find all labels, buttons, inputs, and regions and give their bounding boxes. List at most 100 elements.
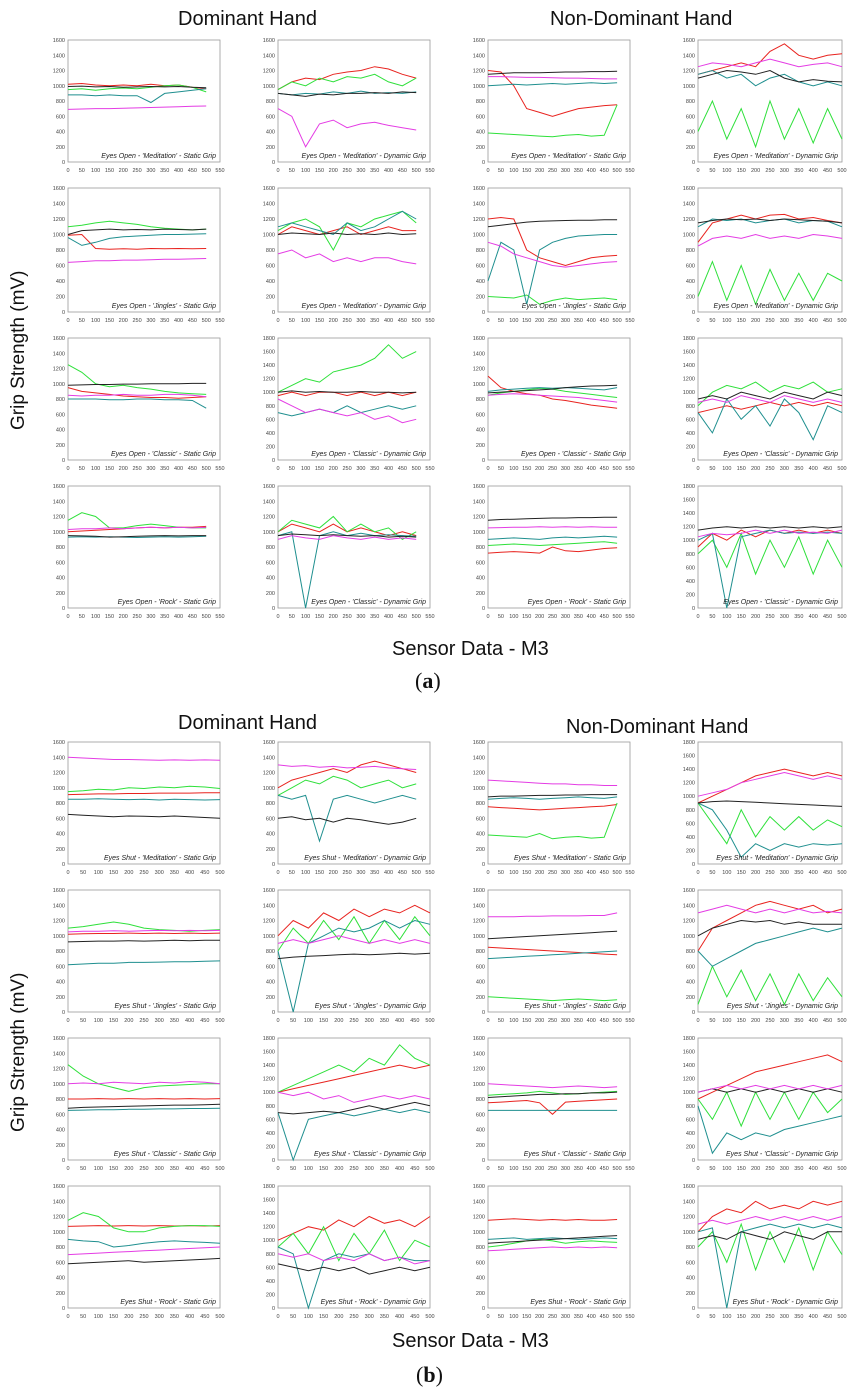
series-line-green bbox=[67, 1212, 221, 1233]
y-tick-label: 1200 bbox=[53, 217, 65, 223]
y-tick-label: 800 bbox=[56, 1245, 65, 1251]
x-tick-label: 550 bbox=[215, 614, 224, 620]
y-tick-label: 800 bbox=[56, 99, 65, 105]
x-tick-label: 50 bbox=[709, 168, 715, 174]
x-tick-label: 100 bbox=[722, 1314, 731, 1320]
x-tick-label: 200 bbox=[329, 614, 338, 620]
x-tick-label: 250 bbox=[765, 1018, 774, 1024]
x-tick-label: 0 bbox=[696, 1166, 699, 1172]
y-tick-label: 1200 bbox=[473, 1067, 485, 1073]
series-line-magenta bbox=[697, 1215, 843, 1225]
x-tick-label: 150 bbox=[109, 870, 118, 876]
x-tick-label: 150 bbox=[319, 1166, 328, 1172]
panel-annotation: Eyes Shut - 'Rock' - Static Grip bbox=[120, 1299, 216, 1306]
y-tick-label: 400 bbox=[266, 980, 275, 986]
x-tick-label: 300 bbox=[780, 1314, 789, 1320]
y-tick-label: 400 bbox=[266, 279, 275, 285]
chart-svg: 0 200 400 600 800 1000 1200 1400 1600 0 50 100 150 20… bbox=[683, 186, 847, 324]
x-tick-label: 200 bbox=[751, 1314, 760, 1320]
series-line-magenta bbox=[67, 105, 207, 110]
x-tick-label: 50 bbox=[709, 1018, 715, 1024]
x-tick-label: 450 bbox=[398, 318, 407, 324]
x-tick-label: 50 bbox=[498, 870, 504, 876]
x-tick-label: 350 bbox=[794, 168, 803, 174]
x-tick-label: 500 bbox=[202, 168, 211, 174]
x-tick-label: 450 bbox=[410, 1018, 419, 1024]
y-tick-label: 800 bbox=[56, 397, 65, 403]
x-tick-label: 300 bbox=[780, 1018, 789, 1024]
chart-svg: 0 200 400 600 800 1000 1200 1400 1600 1800 0 50 100 1… bbox=[263, 1184, 435, 1320]
x-tick-label: 450 bbox=[410, 1166, 419, 1172]
y-tick-label: 1200 bbox=[683, 919, 695, 925]
series-line-black bbox=[697, 218, 843, 224]
x-tick-label: 50 bbox=[79, 168, 85, 174]
series-line-red bbox=[277, 1215, 431, 1241]
series-line-magenta bbox=[488, 912, 618, 918]
x-tick-label: 150 bbox=[737, 614, 746, 620]
y-tick-label: 1600 bbox=[683, 498, 695, 504]
y-tick-label: 600 bbox=[266, 816, 275, 822]
x-tick-label: 300 bbox=[561, 614, 570, 620]
y-tick-label: 1400 bbox=[53, 903, 65, 909]
series-line-teal bbox=[277, 531, 417, 609]
y-tick-label: 1000 bbox=[53, 382, 65, 388]
y-tick-label: 800 bbox=[476, 1245, 485, 1251]
y-tick-label: 200 bbox=[56, 145, 65, 151]
y-tick-label: 0 bbox=[482, 1158, 485, 1164]
y-tick-label: 1600 bbox=[683, 350, 695, 356]
x-tick-label: 100 bbox=[304, 1166, 313, 1172]
x-tick-label: 200 bbox=[334, 1314, 343, 1320]
x-tick-label: 300 bbox=[155, 1314, 164, 1320]
series-line-magenta bbox=[67, 393, 207, 398]
x-tick-label: 250 bbox=[132, 466, 141, 472]
y-tick-label: 1000 bbox=[683, 390, 695, 396]
series-line-black bbox=[277, 390, 417, 394]
x-tick-label: 450 bbox=[188, 466, 197, 472]
x-tick-label: 100 bbox=[91, 168, 100, 174]
y-tick-label: 1000 bbox=[473, 382, 485, 388]
x-tick-label: 350 bbox=[574, 870, 583, 876]
x-tick-label: 200 bbox=[535, 466, 544, 472]
y-tick-label: 1000 bbox=[263, 934, 275, 940]
series-line-black bbox=[277, 952, 431, 960]
chart-svg: 0 200 400 600 800 1000 1200 1400 1600 1800 0 50 100 1… bbox=[683, 740, 847, 876]
x-tick-label: 200 bbox=[535, 1314, 544, 1320]
chart-panel: 0 200 400 600 800 1000 1200 1400 1600 0 50 100 150 20… bbox=[46, 38, 225, 178]
series-line-black bbox=[697, 1231, 842, 1240]
x-tick-label: 50 bbox=[79, 318, 85, 324]
x-tick-label: 300 bbox=[561, 1314, 570, 1320]
x-tick-label: 150 bbox=[315, 466, 324, 472]
y-tick-label: 1800 bbox=[683, 336, 695, 342]
series-line-green bbox=[487, 996, 618, 1002]
x-tick-label: 200 bbox=[334, 1166, 343, 1172]
series-line-red bbox=[277, 226, 417, 236]
x-tick-label: 50 bbox=[289, 168, 295, 174]
x-tick-label: 350 bbox=[794, 614, 803, 620]
series-line-red bbox=[487, 946, 618, 956]
x-tick-label: 500 bbox=[612, 168, 621, 174]
x-tick-label: 0 bbox=[276, 1314, 279, 1320]
y-tick-label: 400 bbox=[686, 835, 695, 841]
series-line-green bbox=[487, 802, 618, 840]
x-tick-label: 150 bbox=[105, 466, 114, 472]
y-tick-label: 200 bbox=[56, 1291, 65, 1297]
series-line-teal bbox=[277, 405, 417, 417]
x-tick-label: 550 bbox=[625, 466, 634, 472]
x-tick-label: 500 bbox=[412, 466, 421, 472]
y-tick-label: 200 bbox=[686, 848, 695, 854]
y-tick-label: 600 bbox=[56, 964, 65, 970]
x-tick-label: 0 bbox=[66, 614, 69, 620]
x-tick-label: 300 bbox=[356, 614, 365, 620]
x-tick-label: 50 bbox=[498, 614, 504, 620]
panel-annotation: Eyes Open - 'Classic' - Dynamic Grip bbox=[723, 451, 838, 458]
x-tick-label: 100 bbox=[722, 168, 731, 174]
x-tick-label: 100 bbox=[509, 168, 518, 174]
panel-annotation: Eyes Shut - 'Meditation' - Static Grip bbox=[104, 855, 216, 862]
plot-frame bbox=[697, 187, 843, 313]
x-tick-label: 300 bbox=[561, 318, 570, 324]
x-tick-label: 550 bbox=[625, 614, 634, 620]
x-tick-label: 300 bbox=[155, 1018, 164, 1024]
y-tick-label: 1000 bbox=[473, 1082, 485, 1088]
y-tick-label: 1600 bbox=[263, 888, 275, 894]
y-tick-label: 1200 bbox=[263, 217, 275, 223]
